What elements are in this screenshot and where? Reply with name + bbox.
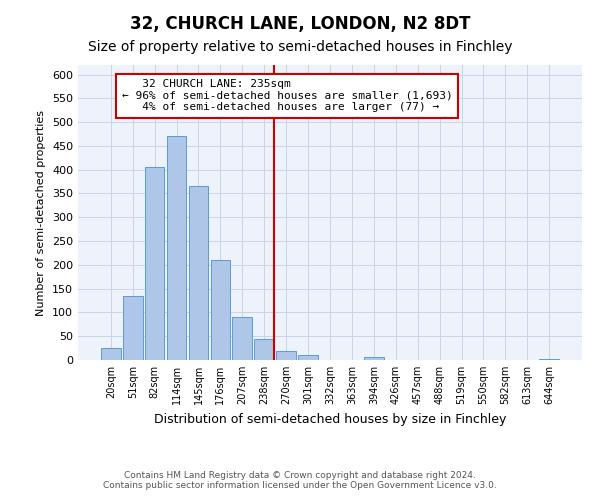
Text: 32, CHURCH LANE, LONDON, N2 8DT: 32, CHURCH LANE, LONDON, N2 8DT	[130, 15, 470, 33]
Bar	[276, 352, 296, 360]
Text: Size of property relative to semi-detached houses in Finchley: Size of property relative to semi-detach…	[88, 40, 512, 54]
Bar	[298, 355, 318, 360]
Bar	[232, 317, 252, 360]
Bar	[539, 359, 559, 360]
Text: 32 CHURCH LANE: 235sqm
← 96% of semi-detached houses are smaller (1,693)
   4% o: 32 CHURCH LANE: 235sqm ← 96% of semi-det…	[122, 80, 452, 112]
Bar	[101, 348, 121, 360]
Bar	[364, 356, 384, 360]
Y-axis label: Number of semi-detached properties: Number of semi-detached properties	[37, 110, 46, 316]
Bar	[188, 186, 208, 360]
Bar	[254, 338, 274, 360]
Bar	[145, 168, 164, 360]
Bar	[167, 136, 187, 360]
X-axis label: Distribution of semi-detached houses by size in Finchley: Distribution of semi-detached houses by …	[154, 412, 506, 426]
Text: Contains HM Land Registry data © Crown copyright and database right 2024.
Contai: Contains HM Land Registry data © Crown c…	[103, 470, 497, 490]
Bar	[123, 296, 143, 360]
Bar	[211, 260, 230, 360]
